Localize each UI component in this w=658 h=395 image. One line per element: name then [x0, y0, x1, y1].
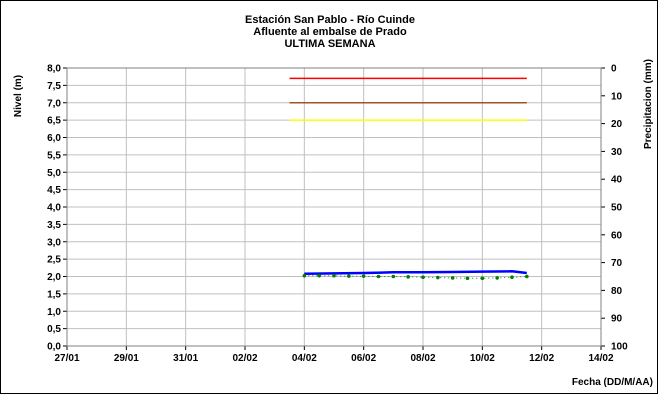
y-left-tick-label: 5,0	[47, 168, 61, 179]
y-left-tick-label: 6,0	[47, 133, 61, 144]
y-left-tick-label: 1,5	[47, 289, 61, 300]
y-left-tick-label: 7,5	[47, 81, 61, 92]
y-right-tick-label: 20	[611, 119, 623, 130]
y-left-tick-label: 4,0	[47, 203, 61, 214]
x-tick-label: 27/01	[54, 353, 79, 364]
y-left-tick-label: 5,5	[47, 150, 61, 161]
series-point	[361, 274, 366, 278]
x-tick-label: 29/01	[114, 353, 139, 364]
y-right-tick-label: 90	[611, 314, 623, 325]
y-left-tick-label: 1,0	[47, 307, 61, 318]
series-point	[421, 275, 425, 279]
series-point	[480, 276, 485, 281]
series-point	[302, 274, 307, 278]
y-left-tick-label: 2,5	[47, 255, 61, 266]
y-left-tick-label: 2,0	[47, 272, 61, 283]
x-tick-label: 12/02	[529, 353, 554, 364]
y-axis-right-label: Precipitacion (mm)	[643, 59, 654, 149]
chart-title-line-3: ULTIMA SEMANA	[284, 38, 375, 50]
x-tick-label: 08/02	[410, 353, 435, 364]
x-tick-label: 31/01	[173, 353, 198, 364]
series-point	[450, 276, 455, 280]
series-point	[347, 274, 351, 278]
y-left-tick-label: 4,5	[47, 185, 61, 196]
series-point	[332, 274, 336, 278]
y-right-tick-label: 80	[611, 286, 623, 297]
y-left-tick-label: 0,5	[47, 324, 61, 335]
x-tick-label: 10/02	[470, 353, 495, 364]
series-point	[525, 274, 529, 279]
series-line-solid	[304, 270, 527, 275]
y-right-tick-label: 0	[611, 64, 617, 75]
x-tick-label: 02/02	[232, 353, 257, 364]
y-left-tick-label: 0,0	[47, 342, 61, 353]
y-axis-left-label: Nivel (m)	[13, 75, 24, 117]
series-point	[465, 276, 470, 281]
series-point	[510, 275, 514, 279]
series-point	[376, 274, 381, 279]
x-tick-label: 14/02	[588, 353, 613, 364]
chart-title-line-1: Estación San Pablo - Río Cuinde	[245, 14, 415, 26]
y-right-tick-label: 60	[611, 230, 623, 241]
y-right-tick-label: 30	[611, 147, 623, 158]
series-point	[391, 274, 396, 279]
series-point	[317, 274, 321, 278]
chart-title-line-2: Afluente al embalse de Prado	[253, 26, 407, 38]
y-right-tick-label: 10	[611, 91, 623, 102]
x-tick-label: 06/02	[351, 353, 376, 364]
series-point	[436, 275, 440, 280]
y-left-tick-label: 8,0	[47, 64, 61, 75]
series-point	[495, 276, 499, 280]
y-right-tick-label: 40	[611, 175, 623, 186]
x-axis-label: Fecha (DD/M/AA)	[572, 377, 653, 388]
y-right-tick-label: 100	[611, 342, 628, 353]
plot-frame	[66, 67, 602, 347]
y-left-tick-label: 6,5	[47, 116, 61, 127]
x-tick-label: 04/02	[292, 353, 317, 364]
y-left-tick-label: 3,5	[47, 220, 61, 231]
y-right-tick-label: 50	[611, 203, 623, 214]
series-point	[406, 275, 410, 279]
y-left-tick-label: 7,0	[47, 98, 61, 109]
y-right-tick-label: 70	[611, 258, 623, 269]
y-left-tick-label: 3,0	[47, 237, 61, 248]
plot-area: 0,0 0,5 1,0 1,5 2,0 2,5 3,0 3,5 4,0 4,5 5,0 5,5 6,0 6…	[47, 64, 628, 365]
